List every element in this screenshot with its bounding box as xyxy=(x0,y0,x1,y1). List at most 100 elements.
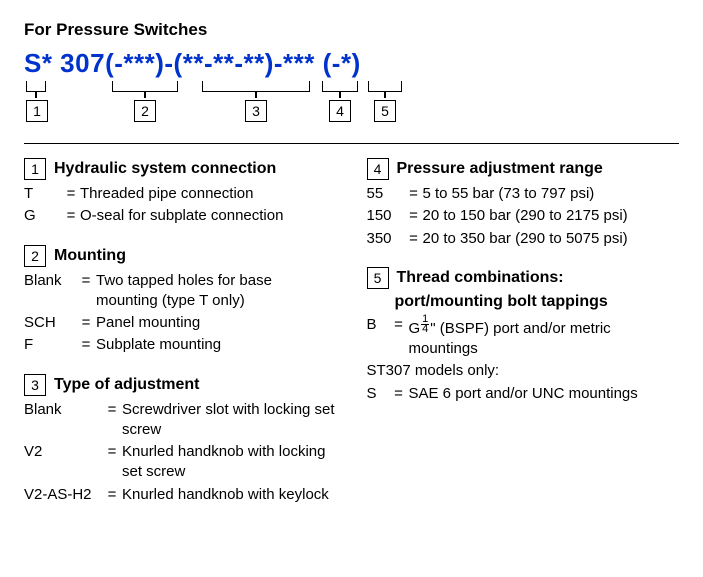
entry-eq: = xyxy=(76,335,96,355)
bracket-stem xyxy=(144,92,146,98)
entry-val: Knurled handknob with keylock xyxy=(122,485,337,505)
entry: Blank=Two tapped holes for base mounting… xyxy=(24,271,337,312)
entry: Blank=Screwdriver slot with locking set … xyxy=(24,400,337,441)
entry-val: O-seal for subplate connection xyxy=(80,206,337,226)
entry-val: Knurled handknob with locking set screw xyxy=(122,442,337,483)
bracket-num: 2 xyxy=(134,100,156,122)
entry-key: 55 xyxy=(367,184,405,204)
section-header: 4 Pressure adjustment range xyxy=(367,158,680,180)
page-subtitle: For Pressure Switches xyxy=(24,20,679,40)
entry-val: 20 to 350 bar (290 to 5075 psi) xyxy=(423,229,680,249)
entry: V2=Knurled handknob with locking set scr… xyxy=(24,442,337,483)
bracket-num: 3 xyxy=(245,100,267,122)
bracket-stem xyxy=(339,92,341,98)
entry-key: Blank xyxy=(24,271,76,312)
section-header: 3 Type of adjustment xyxy=(24,374,337,396)
entry-key: F xyxy=(24,335,76,355)
bracket-line xyxy=(26,81,46,92)
entry-eq: = xyxy=(76,313,96,333)
section-num: 1 xyxy=(24,158,46,180)
bracket-1: 1 xyxy=(26,81,46,122)
entry-key: 350 xyxy=(367,229,405,249)
entry-val: Threaded pipe connection xyxy=(80,184,337,204)
left-column: 1Hydraulic system connectionT=Threaded p… xyxy=(24,158,337,523)
entry: SCH=Panel mounting xyxy=(24,313,337,333)
section-title: Mounting xyxy=(54,247,126,265)
entry: F=Subplate mounting xyxy=(24,335,337,355)
bracket-3: 3 xyxy=(202,81,310,122)
bracket-num: 1 xyxy=(26,100,48,122)
entry: S=SAE 6 port and/or UNC mountings xyxy=(367,384,680,404)
bracket-stem xyxy=(255,92,257,98)
entry-eq: = xyxy=(102,442,122,483)
entry-key: B xyxy=(367,315,389,360)
section-num: 2 xyxy=(24,245,46,267)
section-num: 3 xyxy=(24,374,46,396)
entry-key: SCH xyxy=(24,313,76,333)
entry: B=G14" (BSPF) port and/or metric mountin… xyxy=(367,315,680,360)
entry-key: G xyxy=(24,206,62,226)
entry-val: Two tapped holes for base mounting (type… xyxy=(96,271,337,312)
right-column: 4Pressure adjustment range55=5 to 55 bar… xyxy=(367,158,680,523)
entry: 55=5 to 55 bar (73 to 797 psi) xyxy=(367,184,680,204)
entry-key: V2 xyxy=(24,442,102,483)
section-header: 5 Thread combinations: xyxy=(367,267,680,289)
section-title: Pressure adjustment range xyxy=(397,160,603,178)
entry-eq: = xyxy=(76,271,96,312)
entry-val: Subplate mounting xyxy=(96,335,337,355)
divider xyxy=(24,143,679,144)
entry: G=O-seal for subplate connection xyxy=(24,206,337,226)
bracket-2: 2 xyxy=(112,81,178,122)
bracket-4: 4 xyxy=(322,81,358,122)
section-title: Thread combinations: xyxy=(397,269,564,287)
section-header: 1 Hydraulic system connection xyxy=(24,158,337,180)
section-2: 2MountingBlank=Two tapped holes for base… xyxy=(24,245,337,356)
section-num: 4 xyxy=(367,158,389,180)
entry-eq: = xyxy=(405,229,423,249)
entry-key: T xyxy=(24,184,62,204)
bracket-diagram: 1 2 3 4 5 xyxy=(24,81,679,131)
bracket-num: 4 xyxy=(329,100,351,122)
entry-eq: = xyxy=(102,485,122,505)
section-title: Type of adjustment xyxy=(54,376,200,394)
bracket-line xyxy=(112,81,178,92)
section-subtitle: port/mounting bolt tappings xyxy=(395,293,680,311)
entry: V2-AS-H2=Knurled handknob with keylock xyxy=(24,485,337,505)
bracket-line xyxy=(368,81,402,92)
entry-eq: = xyxy=(62,206,80,226)
bracket-stem xyxy=(35,92,37,98)
entry-eq: = xyxy=(389,384,409,404)
bracket-line xyxy=(202,81,310,92)
content-columns: 1Hydraulic system connectionT=Threaded p… xyxy=(24,158,679,523)
bracket-stem xyxy=(384,92,386,98)
entry-key: 150 xyxy=(367,206,405,226)
entry-val: G14" (BSPF) port and/or metric mountings xyxy=(409,315,680,360)
entry-val: 5 to 55 bar (73 to 797 psi) xyxy=(423,184,680,204)
entry-eq: = xyxy=(405,206,423,226)
entry-key: Blank xyxy=(24,400,102,441)
entry-val: Panel mounting xyxy=(96,313,337,333)
entry: T=Threaded pipe connection xyxy=(24,184,337,204)
entry: 150=20 to 150 bar (290 to 2175 psi) xyxy=(367,206,680,226)
entry-eq: = xyxy=(405,184,423,204)
bracket-num: 5 xyxy=(374,100,396,122)
entry-val: SAE 6 port and/or UNC mountings xyxy=(409,384,680,404)
section-4: 4Pressure adjustment range55=5 to 55 bar… xyxy=(367,158,680,249)
section-5: 5 Thread combinations: port/mounting bolt … xyxy=(367,267,680,404)
entry: 350=20 to 350 bar (290 to 5075 psi) xyxy=(367,229,680,249)
section-num: 5 xyxy=(367,267,389,289)
entry-val: Screwdriver slot with locking set screw xyxy=(122,400,337,441)
section-3: 3Type of adjustmentBlank=Screwdriver slo… xyxy=(24,374,337,505)
section-1: 1 Hydraulic system connection T=Threaded p… xyxy=(24,158,337,227)
entry-key: S xyxy=(367,384,389,404)
bracket-5: 5 xyxy=(368,81,402,122)
bracket-line xyxy=(322,81,358,92)
section-header: 2 Mounting xyxy=(24,245,337,267)
entry-key: V2-AS-H2 xyxy=(24,485,102,505)
section-note: ST307 models only: xyxy=(367,361,680,381)
entry-eq: = xyxy=(389,315,409,360)
section-title: Hydraulic system connection xyxy=(54,160,276,178)
model-code: S* 307(-***)-(**-**-**)-*** (-*) xyxy=(24,48,679,79)
entry-eq: = xyxy=(62,184,80,204)
entry-val: 20 to 150 bar (290 to 2175 psi) xyxy=(423,206,680,226)
